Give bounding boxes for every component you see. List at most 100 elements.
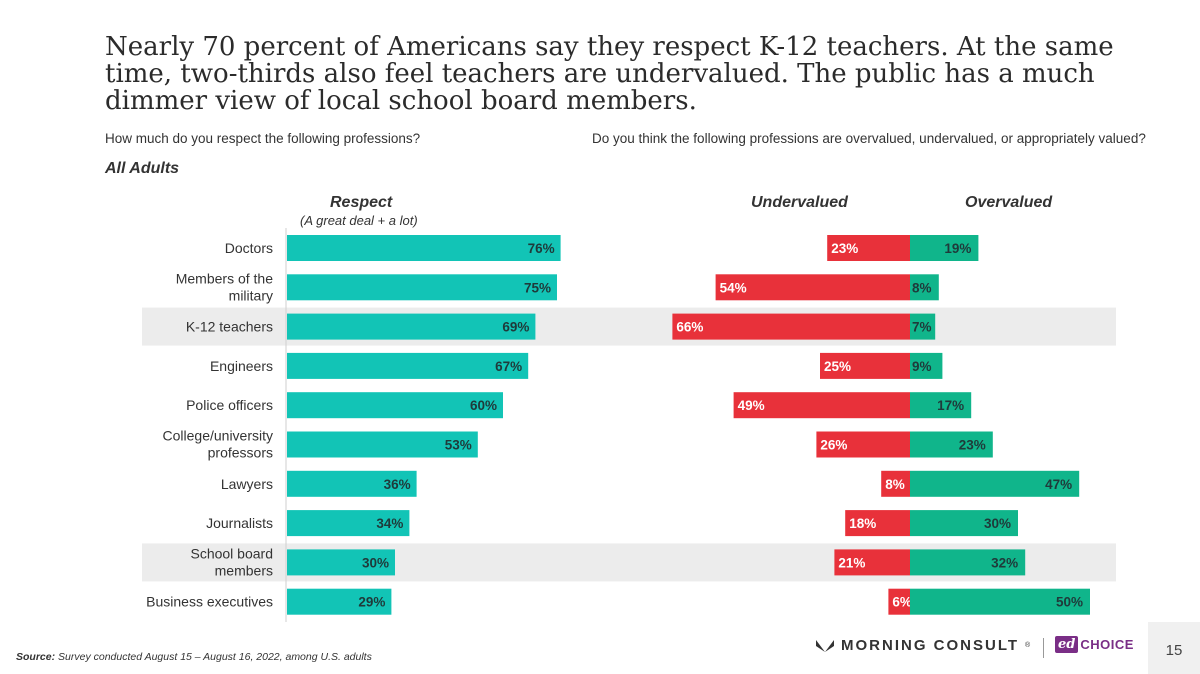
overvalued-bar (910, 274, 939, 301)
respect-bar (287, 392, 503, 419)
overvalued-bar (910, 549, 1026, 576)
respect-column-header: Respect (330, 194, 393, 211)
undervalued-value-label: 18% (849, 516, 876, 531)
undervalued-bar (672, 313, 910, 340)
source-label: Source: (16, 651, 56, 663)
respect-bar (287, 549, 395, 576)
category-labels: Doctors Members of the military K-12 teache… (146, 240, 273, 610)
undervalued-bar (845, 510, 910, 537)
category-label-line: School board (190, 545, 273, 561)
overvalued-value-label: 9% (912, 359, 932, 374)
category-label-line: College/university (163, 428, 274, 444)
undervalued-bar (820, 352, 910, 379)
respect-value-label: 76% (528, 241, 555, 256)
category-label: Members of the military (176, 270, 273, 303)
category-label-line: members (215, 562, 273, 578)
respect-column-subtitle: (A great deal + a lot) (300, 213, 418, 228)
morning-consult-m-icon (816, 639, 834, 652)
undervalued-value-label: 8% (885, 477, 905, 492)
respect-value-label: 53% (445, 438, 472, 453)
respect-value-label: 75% (524, 280, 551, 295)
respect-bar (287, 588, 392, 615)
overvalued-bar (910, 352, 943, 379)
respect-value-label: 34% (376, 516, 403, 531)
respect-value-label: 60% (470, 398, 497, 413)
category-label: K-12 teachers (186, 319, 273, 335)
undervalued-value-label: 25% (824, 359, 851, 374)
respect-value-label: 30% (362, 555, 389, 570)
overvalued-bar (910, 588, 1090, 615)
overvalued-value-label: 23% (959, 438, 986, 453)
overvalued-column-header: Overvalued (965, 194, 1053, 211)
undervalued-value-label: 26% (820, 438, 847, 453)
overvalued-value-label: 7% (912, 320, 932, 335)
respect-bar (287, 510, 410, 537)
edchoice-badge: ed (1055, 636, 1079, 653)
overvalued-bar (910, 313, 936, 340)
overvalued-bar (910, 235, 979, 261)
undervalued-bar (834, 549, 910, 576)
category-label: Engineers (210, 358, 273, 374)
overvalued-bar (910, 470, 1080, 497)
respect-bar (287, 274, 557, 301)
page-number-box: 15 (1148, 622, 1200, 674)
overvalued-value-label: 47% (1045, 477, 1072, 492)
overvalued-value-label: 17% (937, 398, 964, 413)
subgroup-label: All Adults (105, 160, 180, 177)
category-label: College/university professors (163, 428, 274, 461)
morning-consult-logo: MORNING CONSULT ® (815, 637, 1030, 654)
overvalued-value-label: 50% (1056, 595, 1083, 610)
undervalued-column-header: Undervalued (751, 194, 848, 211)
undervalued-value-label: 66% (676, 320, 703, 335)
respect-bar (287, 431, 478, 458)
undervalued-value-label: 21% (838, 555, 865, 570)
undervalued-bar (715, 274, 910, 301)
respect-question: How much do you respect the following pr… (105, 131, 421, 146)
undervalued-bar (816, 431, 910, 458)
edchoice-text: CHOICE (1080, 637, 1134, 652)
page-number: 15 (1165, 642, 1183, 659)
undervalued-value-label: 54% (720, 280, 747, 295)
undervalued-bars: 23% 54% 66% 25% 49% 26% 8% 18% 21% 6% (672, 235, 912, 615)
registered-mark: ® (1025, 642, 1031, 649)
respect-bar (287, 235, 561, 261)
overvalued-bars: 19% 8% 7% 9% 17% 23% 47% 30% 32% 50% (910, 235, 1090, 615)
overvalued-bar (910, 510, 1018, 537)
source-text: Survey conducted August 15 – August 16, … (55, 651, 372, 663)
logo-divider (1043, 638, 1044, 658)
overvalued-bar (910, 431, 993, 458)
edchoice-logo: ed CHOICE (1055, 636, 1134, 653)
undervalued-bar (888, 588, 910, 615)
undervalued-bar (881, 470, 910, 497)
category-label: Lawyers (221, 476, 273, 492)
category-label: Journalists (206, 515, 273, 531)
overvalued-value-label: 30% (984, 516, 1011, 531)
category-label-line: professors (208, 445, 273, 461)
respect-value-label: 36% (384, 477, 411, 492)
page-title: Nearly 70 percent of Americans say they … (105, 32, 1114, 116)
undervalued-value-label: 6% (892, 595, 912, 610)
respect-value-label: 29% (358, 595, 385, 610)
respect-value-label: 67% (495, 359, 522, 374)
category-label: Police officers (186, 397, 273, 413)
undervalued-value-label: 23% (831, 241, 858, 256)
category-label-line: Members of the (176, 270, 273, 286)
respect-bar (287, 352, 529, 379)
category-label: Business executives (146, 594, 273, 610)
overvalued-value-label: 8% (912, 280, 932, 295)
undervalued-bar (733, 392, 910, 419)
brand-name: MORNING CONSULT (841, 637, 1020, 654)
category-label: School board members (190, 545, 273, 578)
respect-bar (287, 470, 417, 497)
respect-bar (287, 313, 536, 340)
valued-question: Do you think the following professions a… (592, 131, 1146, 146)
respect-bars: 76% 75% 69% 67% 60% 53% 36% 34% 30% 29% (287, 235, 561, 615)
undervalued-value-label: 49% (738, 398, 765, 413)
source-note: Source: Survey conducted August 15 – Aug… (16, 651, 372, 663)
overvalued-value-label: 19% (944, 241, 971, 256)
category-label: Doctors (225, 240, 273, 256)
undervalued-bar (827, 235, 910, 261)
overvalued-bar (910, 392, 972, 419)
category-label-line: military (229, 287, 273, 303)
